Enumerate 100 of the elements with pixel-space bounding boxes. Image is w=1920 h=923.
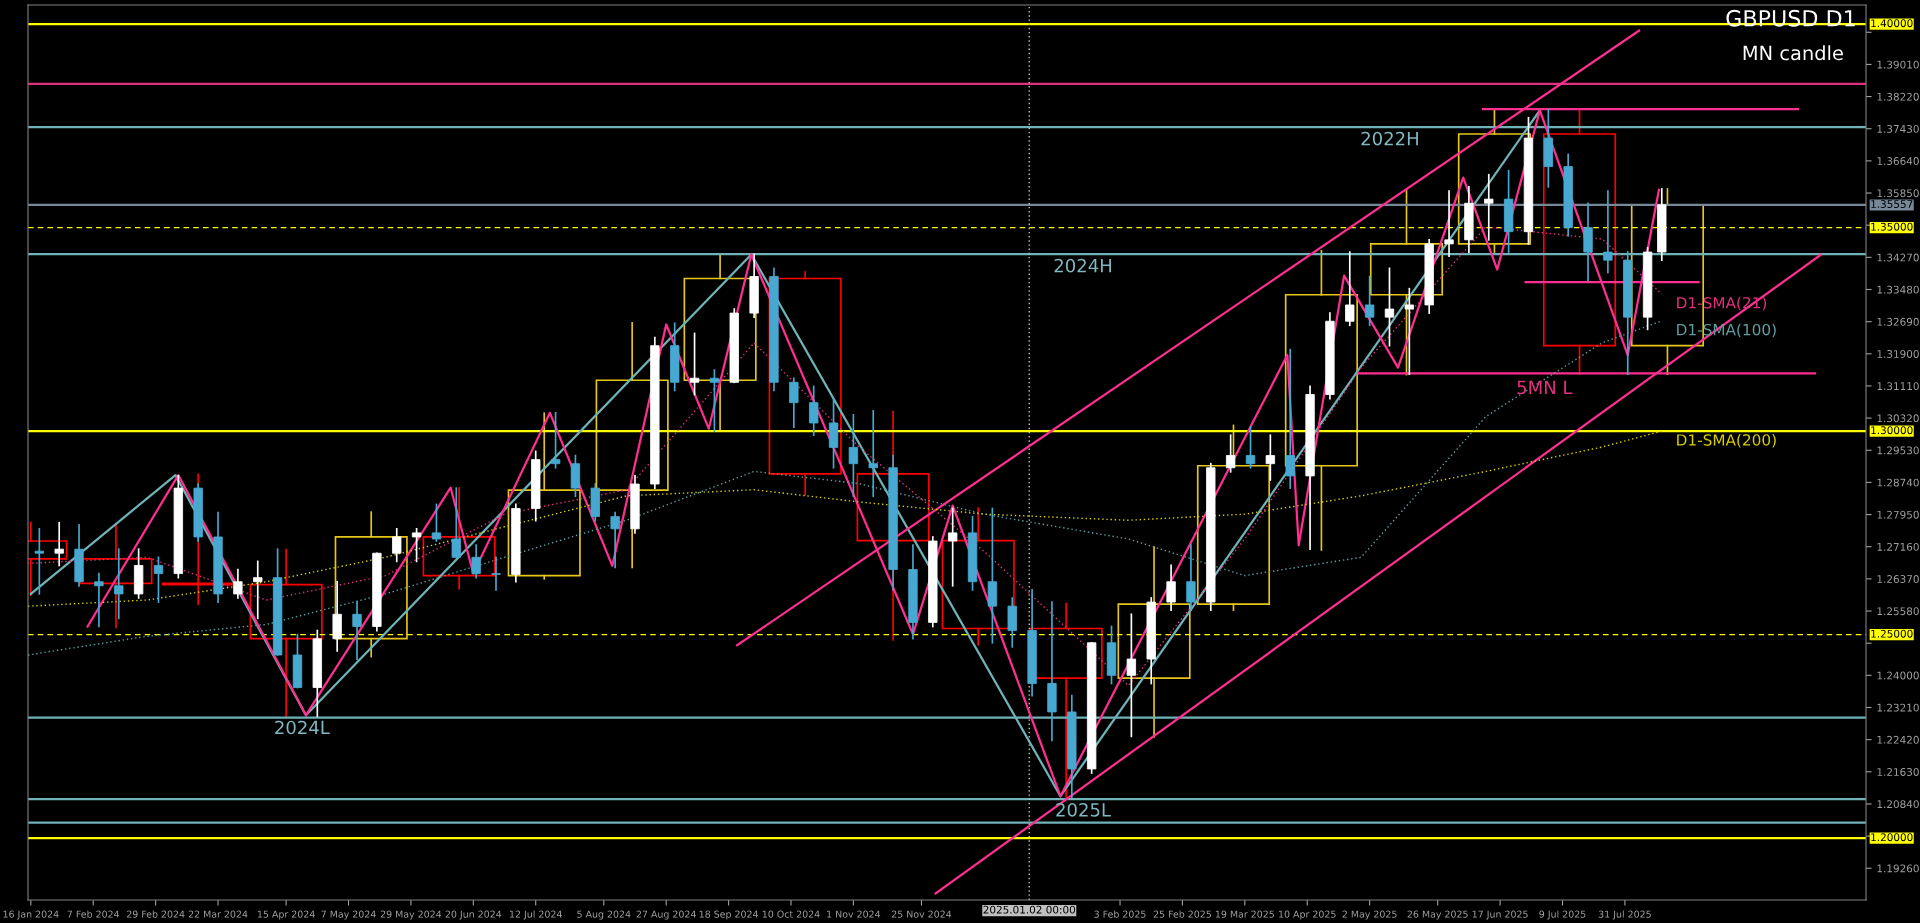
x-tick-label: 17 Jun 2025	[1472, 910, 1528, 920]
candlestick	[491, 556, 501, 591]
candlestick	[1166, 564, 1176, 612]
candlestick	[411, 527, 422, 563]
y-tick-label: 1.21630	[1877, 768, 1919, 776]
y-tick-label: 1.37430	[1877, 124, 1919, 133]
series-label: D1-SMA(200)	[1677, 433, 1776, 448]
candlestick	[689, 332, 700, 396]
candlestick	[1285, 348, 1295, 489]
ref-line-label: 2025.01.02 00:00	[983, 905, 1076, 914]
annotation: 2022H	[1361, 131, 1418, 146]
candlestick	[1384, 267, 1395, 347]
candlestick	[1364, 275, 1375, 327]
ref-line-label: 1.35557	[1871, 200, 1913, 208]
candlestick	[114, 548, 124, 620]
x-tick-label: 7 May 2024	[321, 910, 376, 920]
x-tick-label: 25 Nov 2024	[891, 910, 952, 918]
y-tick-label: 1.26370	[1877, 575, 1919, 583]
x-tick-label: 5 Aug 2024	[577, 910, 631, 920]
y-tick-label: 1.39010	[1877, 60, 1919, 69]
x-tick-label: 27 Aug 2024	[636, 910, 696, 920]
x-tick-label: 7 Feb 2024	[67, 910, 120, 918]
y-tick-label: 1.27950	[1877, 510, 1919, 519]
x-tick-label: 15 Apr 2024	[257, 910, 315, 920]
candlestick	[1265, 434, 1276, 481]
candlestick	[948, 507, 958, 587]
candlestick	[94, 572, 104, 628]
x-tick-label: 12 Jul 2024	[510, 910, 562, 920]
x-tick-label: 20 Jun 2024	[445, 910, 502, 920]
x-tick-label: 22 Mar 2024	[188, 910, 248, 918]
x-tick-label: 18 Sep 2024	[699, 910, 758, 920]
y-tick-label: 1.31110	[1877, 382, 1919, 391]
candlestick	[1186, 544, 1196, 612]
candlestick	[233, 568, 243, 599]
candlestick	[550, 411, 561, 469]
y-tick-label: 1.20840	[1877, 800, 1919, 809]
x-tick-label: 2 May 2025	[1342, 910, 1397, 920]
text: MN candle	[1743, 45, 1843, 61]
candlestick	[471, 544, 481, 579]
candlestick	[1603, 190, 1613, 274]
x-tick-label: 19 Mar 2025	[1215, 910, 1274, 918]
x-tick-label: 1 Nov 2024	[827, 910, 881, 918]
annotation: 2024L	[275, 720, 330, 735]
y-tick-label: 1.30320	[1877, 414, 1919, 423]
candlestick	[54, 521, 64, 567]
annotation: 2024H	[1054, 258, 1111, 273]
candlestick	[809, 385, 819, 437]
y-tick-label: 1.28740	[1877, 478, 1919, 487]
x-tick-label: 3 Feb 2025	[1094, 910, 1146, 918]
candlestick	[1126, 613, 1137, 738]
y-tick-label: 1.29530	[1877, 446, 1919, 455]
y-tick-label: 1.31900	[1877, 350, 1919, 358]
y-tick-label: 1.33480	[1877, 285, 1919, 294]
candlestick	[1484, 173, 1494, 241]
x-tick-label: 10 Oct 2024	[762, 910, 820, 918]
candlestick	[610, 511, 620, 569]
candlestick	[1225, 434, 1236, 473]
candlestick	[1444, 190, 1454, 257]
candlestick	[392, 527, 402, 563]
line-series	[28, 320, 1663, 656]
candlestick	[1345, 251, 1355, 327]
candlestick	[352, 601, 362, 660]
ref-line-label: 1.20000	[1871, 833, 1913, 842]
candlestick	[789, 377, 799, 428]
ref-line-label: 1.40000	[1871, 19, 1913, 28]
candlestick	[431, 503, 442, 542]
y-tick-label: 1.23210	[1877, 703, 1919, 712]
candlestick	[153, 556, 164, 603]
line-series	[28, 226, 1663, 687]
y-tick-label: 1.35850	[1877, 189, 1919, 198]
candlestick	[1245, 426, 1256, 469]
line-series	[28, 430, 1663, 607]
ref-line-label: 1.35000	[1871, 222, 1913, 231]
x-tick-label: 29 May 2024	[380, 910, 442, 920]
ref-line-label: 1.30000	[1871, 426, 1913, 435]
y-tick-label: 1.25580	[1877, 607, 1919, 616]
candlestick	[34, 527, 45, 595]
ref-line-label: 1.25000	[1871, 629, 1913, 638]
candlestick	[253, 560, 263, 620]
x-tick-label: 10 Apr 2025	[1279, 910, 1336, 920]
x-tick-label: 25 Feb 2025	[1153, 910, 1211, 918]
x-tick-label: 26 May 2025	[1407, 910, 1468, 920]
x-tick-label: 31 Jul 2025	[1598, 910, 1651, 920]
y-tick-label: 1.38220	[1877, 92, 1919, 101]
candlestick	[848, 414, 859, 498]
candlestick	[868, 409, 878, 498]
y-tick-label: 1.22420	[1877, 735, 1919, 744]
x-tick-label: 16 Jan 2024	[3, 910, 59, 920]
candlestick	[507, 412, 581, 580]
y-tick-label: 1.19260	[1877, 864, 1919, 873]
x-tick-label: 29 Feb 2024	[126, 910, 185, 918]
y-tick-label: 1.36640	[1877, 157, 1919, 165]
y-tick-label: 1.32690	[1877, 317, 1919, 326]
annotation: 5MN L	[1517, 380, 1573, 395]
x-tick-label: 9 Jul 2025	[1539, 910, 1586, 920]
y-tick-label: 1.34270	[1877, 253, 1919, 262]
annotation: 2025L	[1056, 802, 1111, 817]
chart-title: GBPUSD D1	[1726, 9, 1855, 27]
y-tick-label: 1.27160	[1877, 542, 1919, 551]
y-tick-label: 1.24000	[1877, 671, 1919, 680]
